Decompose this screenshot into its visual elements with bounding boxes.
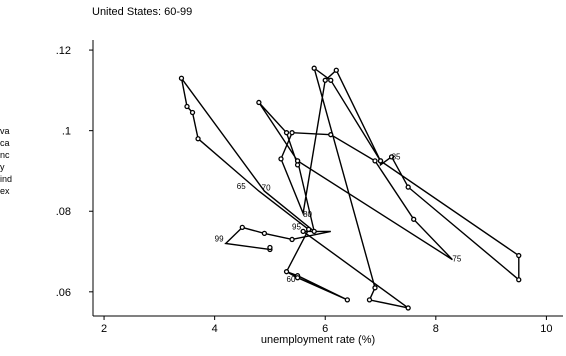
y-tick-label: .12 [56,45,71,57]
y-axis-label-line: ind [0,174,12,184]
data-point-marker [256,99,262,106]
year-label: 99 [215,234,224,243]
series-path [180,66,520,309]
y-tick-label: .06 [56,287,71,299]
year-label: 85 [392,153,401,162]
y-axis-label-line: ex [0,186,10,196]
year-label: 65 [237,182,246,191]
data-point-marker [328,77,334,83]
data-point-marker [372,158,378,164]
data-point-marker [328,132,334,138]
data-point-marker [333,67,339,73]
x-axis-label: unemployment rate (%) [261,334,375,346]
year-label: 80 [303,210,312,219]
x-tick-label: 2 [101,323,107,335]
data-point-marker [388,154,395,160]
data-point-marker [372,285,378,291]
data-point-marker [239,224,245,231]
data-point-marker [405,184,411,190]
axes: 2 4 6 8 10 .06 .08 .1 .12 [56,40,563,335]
data-point-marker [261,230,268,237]
year-label: 60 [287,275,296,284]
y-axis-label: va ca nc y ind ex [0,126,12,196]
data-point-marker [289,236,295,243]
x-tick-label: 10 [540,323,552,335]
year-label: 95 [292,222,301,231]
data-point-marker [516,252,522,259]
data-point-marker [311,65,317,71]
y-axis-label-line: nc [0,150,10,160]
x-tick-label: 4 [212,323,218,335]
data-point-marker [294,158,301,164]
data-point-marker [344,297,351,303]
year-label: 75 [452,255,461,264]
data-point-marker [411,216,417,222]
data-point-marker [405,305,411,311]
data-point-marker [289,130,295,136]
y-axis-label-line: va [0,126,10,136]
data-point-marker [300,228,306,235]
data-point-marker [189,109,196,116]
year-label: 70 [262,183,271,192]
series-points [178,65,522,311]
chart-title: United States: 60-99 [92,6,192,18]
data-point-marker [283,130,290,136]
data-point-marker [516,277,522,283]
data-point-marker [184,103,190,110]
y-tick-label: .08 [56,206,71,218]
data-point-marker [322,77,328,83]
data-point-marker [366,297,373,303]
data-point-marker [278,156,284,162]
data-point-marker [305,226,312,233]
data-point-marker [195,136,201,142]
data-point-marker [377,158,384,164]
y-axis-label-line: ca [0,138,10,148]
y-axis-label-line: y [0,162,5,172]
x-tick-label: 8 [433,323,439,335]
data-point-marker [283,269,290,275]
year-labels: 60 65 70 75 80 85 95 99 [215,153,462,284]
data-point-marker [294,275,301,281]
y-tick-label: .1 [62,126,71,138]
data-point-marker [311,228,317,235]
series-line [180,66,520,309]
data-point-marker [178,75,185,81]
data-point-marker [267,244,273,251]
x-tick-label: 6 [322,323,328,335]
